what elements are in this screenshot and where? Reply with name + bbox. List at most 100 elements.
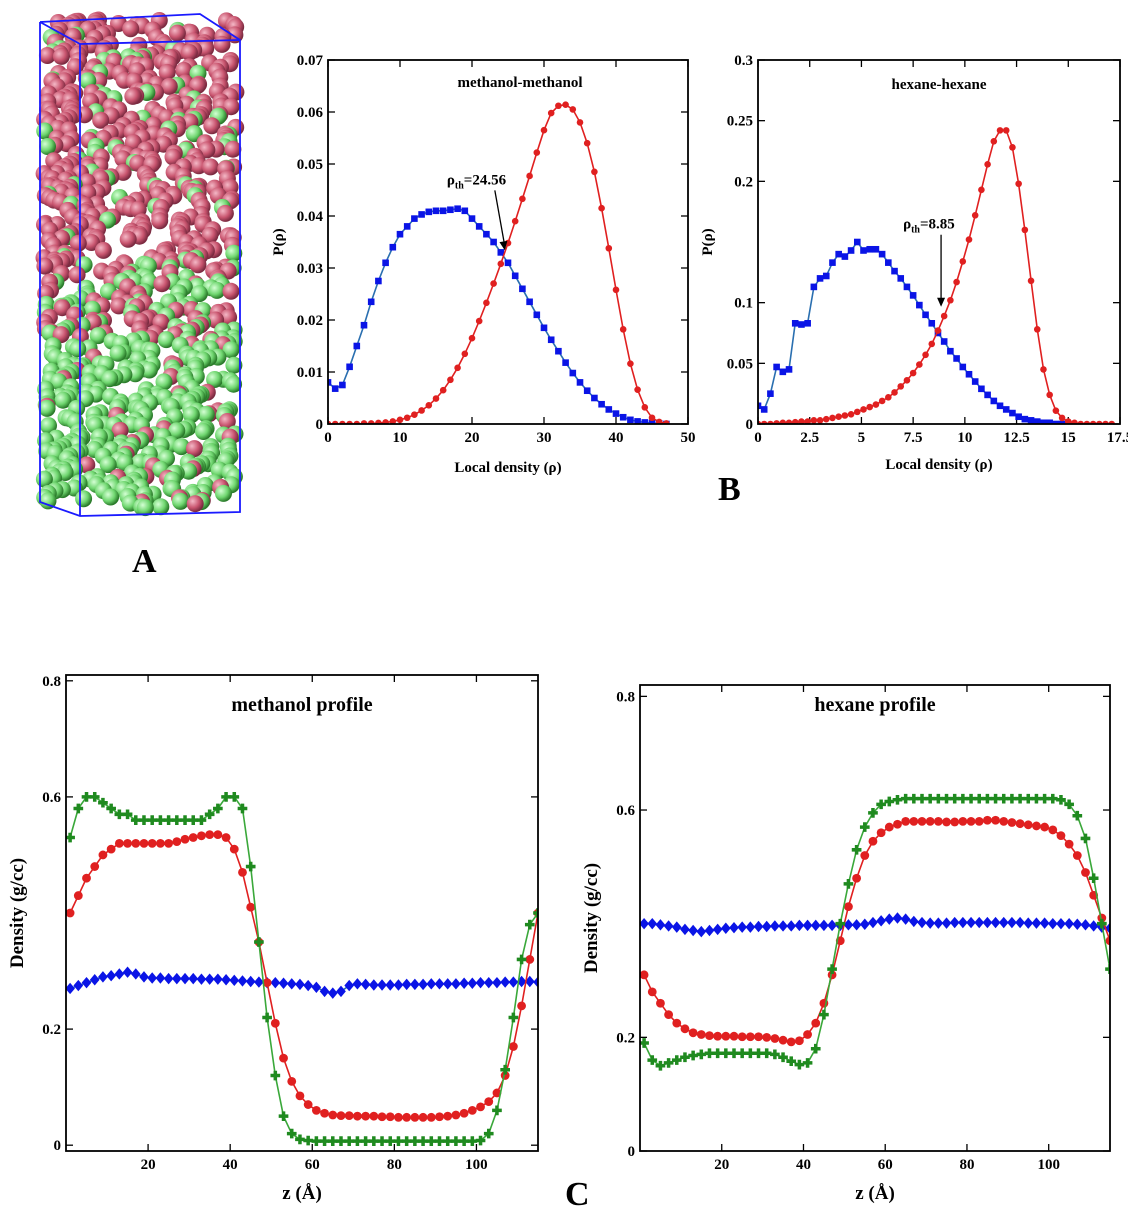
hp-point <box>892 912 903 924</box>
mp-point <box>180 815 190 825</box>
hp-point <box>990 793 1001 804</box>
hh-point <box>903 283 911 291</box>
mp-point <box>237 975 248 987</box>
hp-point <box>1072 810 1083 821</box>
hp-point <box>1032 821 1041 831</box>
hh-point <box>984 161 991 168</box>
mp-point <box>66 832 75 843</box>
mp-point <box>418 1112 428 1122</box>
mp-point <box>327 1136 338 1146</box>
mp-point <box>303 1100 313 1109</box>
hp-point <box>958 793 968 804</box>
mp-point <box>319 985 330 998</box>
hp-point <box>712 923 723 936</box>
hh-ytick-label: 0.3 <box>734 53 753 69</box>
hp-point <box>753 920 764 933</box>
hp-point <box>680 923 690 936</box>
mm-point <box>540 126 548 134</box>
hh-point <box>841 412 849 419</box>
hp-point <box>810 919 821 932</box>
mm-point <box>555 102 562 110</box>
hp-point <box>803 1030 812 1039</box>
mm-point <box>468 215 476 222</box>
mm-point <box>346 363 353 371</box>
hp-point <box>640 917 649 930</box>
panel-label-c: C <box>565 1176 590 1208</box>
hp-point <box>688 924 698 937</box>
mm-ytick-label: 0.07 <box>297 53 324 69</box>
mm-point <box>382 259 389 267</box>
mp-point <box>270 976 281 989</box>
hh-point <box>996 127 1004 134</box>
hh-xtick-label: 15 <box>1061 430 1076 446</box>
mp-point <box>270 1070 281 1081</box>
hp-point <box>778 1035 788 1045</box>
hp-point <box>933 793 944 804</box>
mp-point <box>295 1134 305 1145</box>
hp-point <box>843 919 854 931</box>
hh-point <box>1021 415 1029 423</box>
mp-point <box>410 978 420 991</box>
hh-point <box>872 401 880 408</box>
mm-point <box>454 205 461 213</box>
hh-point <box>1058 420 1066 424</box>
mp-point <box>394 1112 403 1122</box>
hp-ytick-label: 0.6 <box>616 803 635 819</box>
hp-point <box>778 920 788 932</box>
hp-point <box>1048 825 1058 835</box>
hh-series-line <box>758 240 1069 424</box>
mp-point <box>500 976 511 988</box>
mp-point <box>516 954 527 965</box>
hp-point <box>925 793 936 804</box>
hh-point <box>909 369 917 377</box>
mp-point <box>451 1110 461 1120</box>
mp-point <box>467 977 478 989</box>
hh-point <box>947 347 954 355</box>
mm-point <box>382 419 389 424</box>
hp-point <box>647 917 658 930</box>
mm-point <box>605 244 613 252</box>
mm-ytick-label: 0 <box>316 417 324 433</box>
mm-point <box>497 260 505 268</box>
hh-plot-frame <box>757 59 1121 425</box>
mp-point <box>336 1136 346 1146</box>
mp-point <box>459 977 469 989</box>
mm-point <box>447 206 454 214</box>
mp-point <box>492 1105 502 1116</box>
mp-point <box>418 1136 428 1146</box>
hp-point <box>696 1030 706 1039</box>
mm-point <box>360 420 368 424</box>
hh-point <box>847 247 855 254</box>
mp-point <box>402 1112 412 1122</box>
hp-point <box>819 1009 829 1020</box>
mm-xtick-label: 30 <box>537 430 552 446</box>
mp-point <box>229 792 240 802</box>
hh-point <box>978 385 985 393</box>
hp-point <box>974 793 985 804</box>
mm-point <box>367 298 375 306</box>
mp-xlabel: z (Å) <box>282 1183 322 1204</box>
mp-point <box>98 971 108 983</box>
hh-point <box>791 418 799 424</box>
mm-xtick-label: 10 <box>393 430 408 446</box>
hh-point <box>1071 419 1078 424</box>
mm-point <box>655 418 663 424</box>
hh-xtick-label: 7.5 <box>904 430 923 446</box>
hp-point <box>737 921 748 933</box>
mm-xtick-label: 40 <box>609 430 624 446</box>
hp-point <box>1080 833 1091 844</box>
hp-point <box>663 1058 674 1068</box>
hp-point <box>647 987 657 997</box>
mp-point <box>360 1136 371 1146</box>
mm-point <box>540 324 548 332</box>
hp-point <box>844 902 853 912</box>
hp-point <box>761 1048 772 1059</box>
hh-point <box>928 319 936 327</box>
hp-point <box>966 916 976 929</box>
hp-point <box>1047 917 1058 930</box>
hp-point <box>982 916 993 929</box>
mm-xtick-label: 20 <box>465 430 480 446</box>
hp-point <box>655 919 666 931</box>
hp-point <box>998 916 1009 929</box>
mm-ytick-label: 0.01 <box>297 365 323 381</box>
